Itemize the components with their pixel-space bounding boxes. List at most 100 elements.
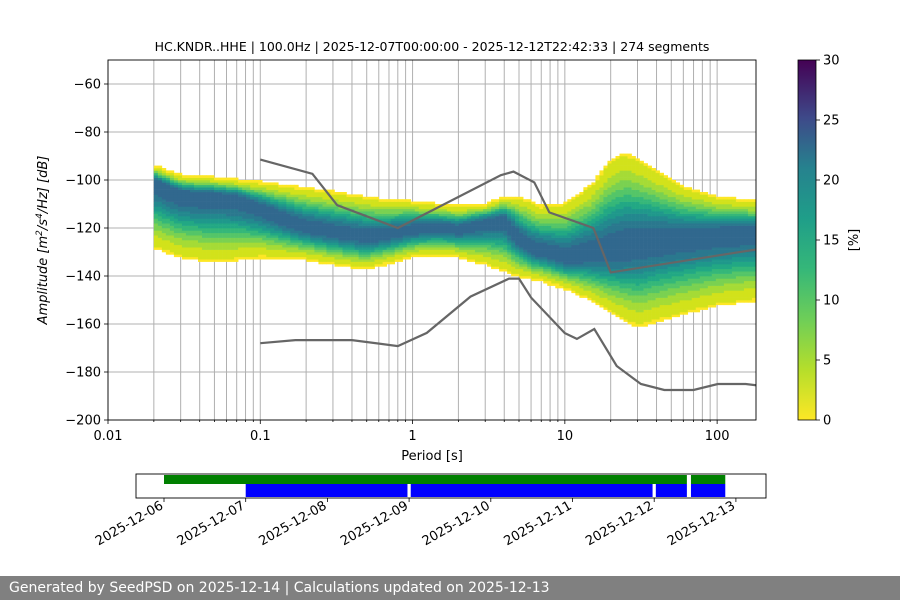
heatmap-cell bbox=[651, 206, 656, 210]
heatmap-cell bbox=[318, 225, 323, 229]
heatmap-cell bbox=[687, 302, 693, 306]
heatmap-cell bbox=[446, 223, 452, 226]
heatmap-cell bbox=[302, 223, 307, 226]
heatmap-cell bbox=[659, 278, 664, 282]
heatmap-cell bbox=[226, 254, 231, 258]
heatmap-cell bbox=[374, 223, 379, 226]
heatmap-cell bbox=[615, 259, 620, 262]
heatmap-cell bbox=[579, 213, 584, 217]
heatmap-cell bbox=[330, 206, 335, 210]
heatmap-cell bbox=[671, 297, 677, 301]
heatmap-cell bbox=[631, 230, 636, 234]
heatmap-cell bbox=[258, 235, 263, 238]
heatmap-cell bbox=[623, 276, 628, 279]
heatmap-cell bbox=[615, 232, 620, 236]
heatmap-cell bbox=[531, 230, 536, 234]
heatmap-cell bbox=[675, 216, 681, 219]
heatmap-cell bbox=[491, 206, 496, 210]
heatmap-cell bbox=[250, 223, 255, 226]
heatmap-cell bbox=[563, 261, 568, 265]
heatmap-cell bbox=[394, 249, 400, 253]
heatmap-cell bbox=[338, 259, 343, 262]
heatmap-cell bbox=[635, 163, 640, 166]
heatmap-cell bbox=[390, 216, 396, 219]
heatmap-cell bbox=[258, 247, 263, 250]
heatmap-cell bbox=[539, 237, 544, 241]
heatmap-cell bbox=[547, 204, 552, 207]
heatmap-cell bbox=[410, 223, 416, 226]
heatmap-cell bbox=[458, 211, 464, 214]
heatmap-cell bbox=[655, 237, 660, 241]
heatmap-cell bbox=[587, 220, 592, 224]
heatmap-cell bbox=[458, 254, 464, 258]
heatmap-cell bbox=[161, 235, 167, 238]
heatmap-cell bbox=[615, 288, 620, 291]
heatmap-cell bbox=[294, 242, 299, 246]
heatmap-cell bbox=[643, 194, 648, 198]
heatmap-cell bbox=[330, 218, 335, 222]
heatmap-cell bbox=[290, 230, 295, 234]
heatmap-cell bbox=[627, 213, 632, 217]
heatmap-cell bbox=[595, 194, 600, 198]
heatmap-cell bbox=[591, 237, 596, 241]
heatmap-cell bbox=[358, 218, 363, 222]
heatmap-cell bbox=[466, 211, 472, 214]
heatmap-cell bbox=[210, 206, 215, 210]
heatmap-cell bbox=[611, 228, 616, 231]
heatmap-cell bbox=[683, 252, 689, 255]
heatmap-cell bbox=[651, 225, 656, 229]
heatmap-cell bbox=[266, 208, 271, 212]
heatmap-cell bbox=[446, 206, 452, 210]
heatmap-cell bbox=[627, 256, 632, 260]
heatmap-cell bbox=[362, 232, 367, 236]
heatmap-cell bbox=[378, 211, 383, 214]
heatmap-cell bbox=[587, 285, 592, 289]
heatmap-cell bbox=[173, 199, 179, 202]
heatmap-cell bbox=[370, 240, 375, 243]
heatmap-cell bbox=[262, 194, 267, 198]
heatmap-cell bbox=[687, 225, 693, 229]
heatmap-cell bbox=[615, 172, 620, 176]
heatmap-cell bbox=[157, 194, 163, 198]
heatmap-cell bbox=[627, 153, 632, 157]
heatmap-cell bbox=[619, 266, 624, 270]
heatmap-cell bbox=[294, 244, 299, 248]
heatmap-cell bbox=[615, 189, 620, 193]
heatmap-cell bbox=[310, 247, 315, 250]
heatmap-cell bbox=[282, 249, 287, 253]
heatmap-cell bbox=[551, 261, 556, 265]
heatmap-cell bbox=[310, 189, 315, 193]
heatmap-cell bbox=[531, 201, 536, 205]
heatmap-cell bbox=[189, 201, 195, 205]
heatmap-cell bbox=[258, 196, 263, 200]
heatmap-cell bbox=[193, 223, 199, 226]
heatmap-cell bbox=[398, 249, 404, 253]
heatmap-cell bbox=[647, 261, 652, 265]
heatmap-cell bbox=[679, 304, 685, 308]
heatmap-cell bbox=[499, 201, 504, 205]
heatmap-cell bbox=[571, 211, 576, 214]
heatmap-cell bbox=[571, 276, 576, 279]
heatmap-cell bbox=[366, 261, 371, 265]
heatmap-cell bbox=[651, 184, 656, 188]
heatmap-cell bbox=[519, 218, 524, 222]
heatmap-cell bbox=[254, 196, 259, 200]
heatmap-cell bbox=[483, 216, 488, 219]
heatmap-cell bbox=[603, 168, 608, 171]
heatmap-cell bbox=[527, 213, 532, 217]
heatmap-cell bbox=[418, 206, 424, 210]
heatmap-cell bbox=[535, 259, 540, 262]
heatmap-cell bbox=[370, 225, 375, 229]
heatmap-cell bbox=[282, 206, 287, 210]
heatmap-cell bbox=[350, 196, 355, 200]
heatmap-cell bbox=[563, 276, 568, 279]
heatmap-cell bbox=[567, 242, 572, 246]
heatmap-cell bbox=[222, 247, 227, 250]
heatmap-cell bbox=[623, 256, 628, 260]
heatmap-cell bbox=[499, 211, 504, 214]
heatmap-cell bbox=[382, 264, 387, 267]
heatmap-cell bbox=[627, 206, 632, 210]
heatmap-cell bbox=[531, 249, 536, 253]
heatmap-cell bbox=[181, 223, 187, 226]
heatmap-cell bbox=[595, 220, 600, 224]
